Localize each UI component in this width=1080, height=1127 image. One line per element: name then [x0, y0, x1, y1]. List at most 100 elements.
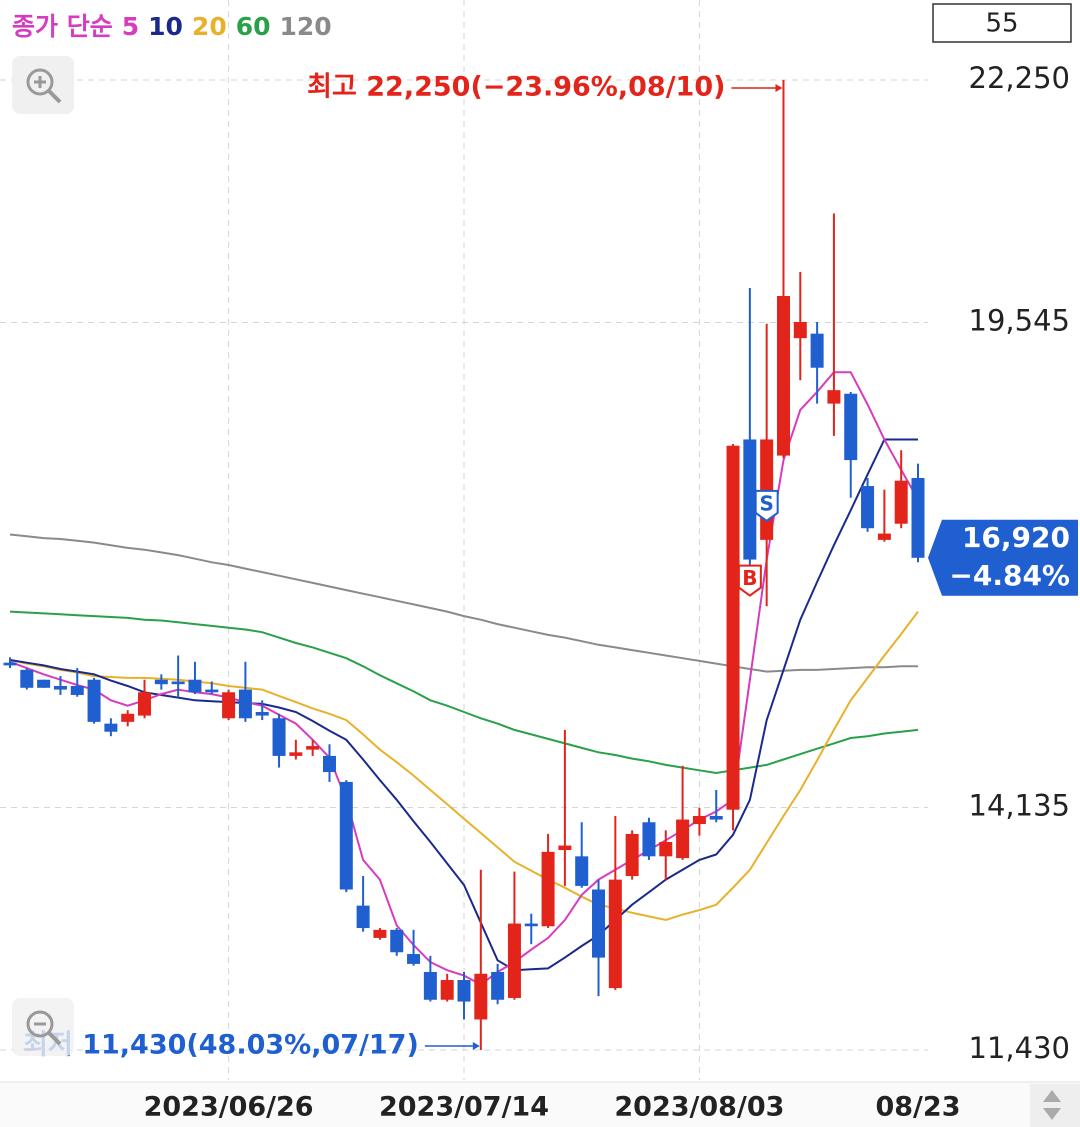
- icon: [26, 1010, 54, 1038]
- candle-body: [592, 889, 606, 958]
- icon: [47, 1031, 62, 1046]
- candle-body: [272, 718, 286, 756]
- overlay: 종가 단순 5 10 20 60 120 최고 22,250(−23.96%,08/10) 최…: [12, 12, 1078, 1060]
- candle-body: [104, 723, 118, 732]
- candle-body: [810, 333, 824, 368]
- candle-body: [524, 923, 538, 927]
- signal-label: B: [742, 566, 757, 590]
- candle-body: [70, 685, 84, 695]
- candle-body: [491, 971, 505, 1000]
- candle-body: [726, 445, 740, 810]
- last-price-label: 16,920: [962, 521, 1070, 554]
- candle-body: [322, 755, 336, 773]
- icon: [1043, 1090, 1061, 1102]
- ma-line: [9, 610, 919, 775]
- candle-body: [222, 692, 236, 719]
- candle-body: [205, 689, 219, 693]
- last-change-label: −4.84%: [949, 559, 1070, 592]
- ma-line: [9, 533, 918, 673]
- candle-body: [390, 929, 404, 953]
- legend-entry: 120: [280, 12, 332, 41]
- period-count: 55: [985, 9, 1018, 39]
- candle-body: [877, 533, 891, 540]
- button-bg: [12, 56, 74, 114]
- candle-body: [861, 486, 875, 529]
- scroll-button[interactable]: [1030, 1084, 1080, 1127]
- candle-body: [356, 905, 370, 929]
- x-tick-label: 2023/08/03: [614, 1092, 784, 1123]
- x-axis-band: [0, 1082, 1080, 1127]
- candle-body: [827, 390, 841, 404]
- candle-body: [53, 685, 67, 690]
- zoom-out-button[interactable]: [12, 998, 74, 1056]
- candle-body: [373, 929, 387, 938]
- candle-body: [692, 815, 706, 825]
- period-box[interactable]: 55: [932, 3, 1072, 43]
- candle-body: [339, 781, 353, 890]
- candle-body: [154, 679, 168, 685]
- candle-body: [625, 833, 639, 877]
- candle-body: [306, 746, 320, 750]
- candle-body: [709, 815, 723, 820]
- legend-entry: 10: [148, 12, 183, 41]
- y-tick-label: 19,545: [969, 303, 1070, 337]
- candle-body: [3, 662, 17, 666]
- candle-body: [760, 439, 774, 540]
- candle-body: [440, 980, 454, 1000]
- candle-body: [87, 679, 101, 722]
- candle-body: [659, 841, 673, 857]
- icon: [26, 68, 54, 96]
- annotation: 최고 22,250(−23.96%,08/10): [307, 71, 725, 102]
- period-box-frame: [932, 3, 1072, 43]
- icon: [47, 89, 62, 104]
- button-bg: [1030, 1084, 1080, 1127]
- candle-body: [575, 856, 589, 886]
- last-price-tag: [928, 519, 1078, 596]
- annotation: 최저 11,430(48.03%,07/17): [23, 1029, 419, 1060]
- candle-body: [507, 923, 521, 998]
- y-tick-label: 22,250: [969, 61, 1070, 95]
- zoom-in-button[interactable]: [12, 56, 74, 114]
- candle-body: [676, 819, 690, 859]
- y-tick-label: 14,135: [969, 788, 1070, 822]
- candles: [3, 79, 925, 1050]
- legend-entry: 60: [236, 12, 271, 41]
- candle-body: [793, 322, 807, 339]
- candle-body: [844, 393, 858, 461]
- candle-body: [289, 752, 303, 756]
- annotation-arrowhead: [472, 1041, 480, 1050]
- annotation-arrowhead: [775, 83, 783, 92]
- candle-body: [37, 679, 51, 688]
- button-bg: [12, 998, 74, 1056]
- candle-body: [776, 296, 790, 456]
- signal-badge: [737, 564, 762, 597]
- candle-body: [238, 689, 252, 719]
- icon: [1043, 1108, 1061, 1120]
- candle-body: [894, 480, 908, 524]
- x-tick-label: 2023/06/26: [144, 1092, 314, 1123]
- candle-body: [423, 971, 437, 1000]
- legend-entry: 20: [192, 12, 227, 41]
- y-tick-label: 11,430: [969, 1031, 1070, 1065]
- candle-body: [474, 973, 488, 1020]
- legend-title: 종가 단순: [12, 12, 113, 41]
- candle-body: [255, 711, 269, 716]
- legend-entry: 5: [122, 12, 139, 41]
- candle-body: [743, 439, 757, 560]
- candle-body: [188, 679, 202, 693]
- candle-body: [407, 954, 421, 964]
- candle-body: [138, 692, 152, 716]
- signal-label: S: [759, 491, 773, 515]
- signal-badge: [754, 489, 779, 523]
- candle-body: [911, 478, 925, 558]
- candle-body: [171, 681, 185, 685]
- candle-body: [608, 879, 622, 989]
- candle-body: [642, 822, 656, 857]
- x-tick-label: 08/23: [875, 1092, 960, 1123]
- x-tick-label: 2023/07/14: [379, 1092, 549, 1123]
- candle-body: [20, 669, 34, 688]
